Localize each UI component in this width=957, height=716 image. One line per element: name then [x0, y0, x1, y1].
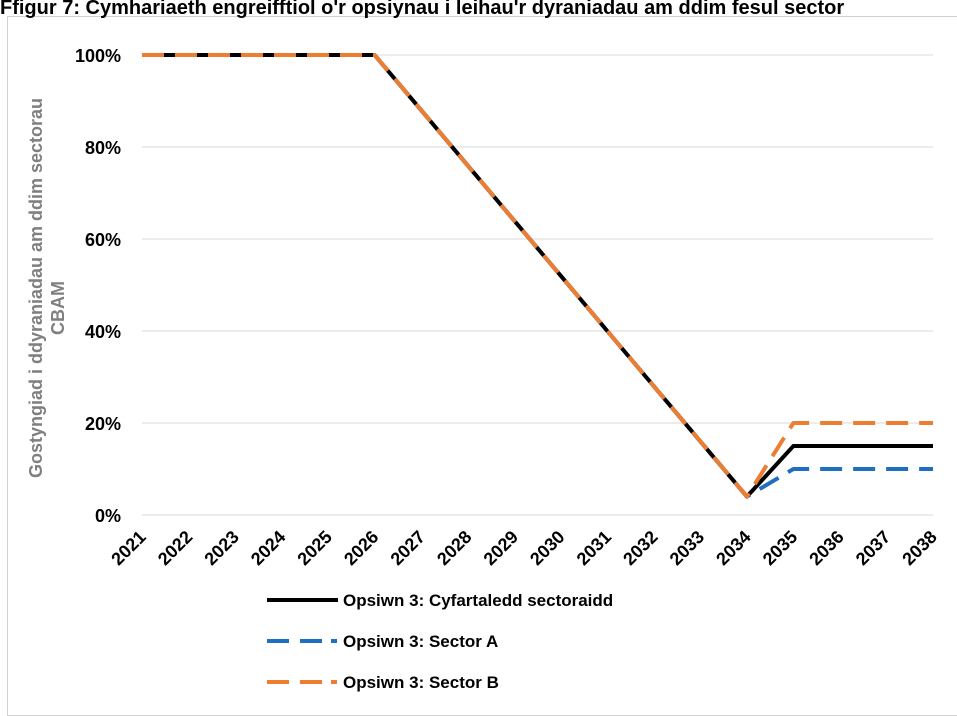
x-tick-label: 2024 [247, 527, 289, 569]
x-tick-label: 2030 [526, 527, 568, 569]
y-tick-label: 20% [85, 414, 121, 434]
chart-title: Ffigur 7: Cymhariaeth engreifftiol o'r o… [0, 0, 845, 19]
y-axis-ticks: 0% 20% 40% 60% 80% 100% [75, 46, 121, 526]
x-tick-label: 2034 [712, 527, 754, 569]
y-tick-label: 40% [85, 322, 121, 342]
x-axis-ticks: 2021 2022 2023 2024 2025 2026 2027 2028 2029 2030… [107, 527, 940, 569]
x-tick-label: 2036 [805, 527, 847, 569]
x-tick-label: 2027 [387, 527, 429, 569]
y-tick-label: 80% [85, 138, 121, 158]
y-axis-label-line-2: CBAM [48, 281, 68, 335]
x-tick-label: 2035 [759, 527, 801, 569]
series-line-3 [142, 53, 933, 499]
legend-label: Opsiwn 3: Sector B [343, 673, 499, 692]
legend-item: Opsiwn 3: Sector A [267, 632, 498, 651]
legend-label: Opsiwn 3: Sector A [343, 632, 498, 651]
x-tick-label: 2021 [107, 527, 149, 569]
y-tick-label: 0% [95, 506, 121, 526]
x-tick-label: 2033 [666, 527, 708, 569]
y-tick-label: 100% [75, 46, 121, 66]
x-tick-label: 2038 [898, 527, 940, 569]
legend-item: Opsiwn 3: Sector B [267, 673, 499, 692]
series-line-1 [142, 53, 933, 499]
legend-item: Opsiwn 3: Cyfartaledd sectoraidd [267, 591, 613, 610]
x-tick-label: 2031 [573, 527, 615, 569]
legend-label: Opsiwn 3: Cyfartaledd sectoraidd [343, 591, 613, 610]
x-tick-label: 2032 [619, 527, 661, 569]
series-line-2 [142, 53, 933, 499]
y-tick-label: 60% [85, 230, 121, 250]
x-tick-label: 2037 [852, 527, 894, 569]
x-tick-label: 2025 [293, 527, 335, 569]
series-lines [142, 53, 933, 499]
x-tick-label: 2026 [340, 527, 382, 569]
x-tick-label: 2022 [154, 527, 196, 569]
x-tick-label: 2023 [200, 527, 242, 569]
x-tick-label: 2028 [433, 527, 475, 569]
y-axis-label-line-1: Gostyngiad i ddyraniadau am ddim sectora… [26, 98, 46, 478]
legend: Opsiwn 3: Cyfartaledd sectoraidd Opsiwn 3… [267, 591, 613, 692]
x-tick-label: 2029 [480, 527, 522, 569]
